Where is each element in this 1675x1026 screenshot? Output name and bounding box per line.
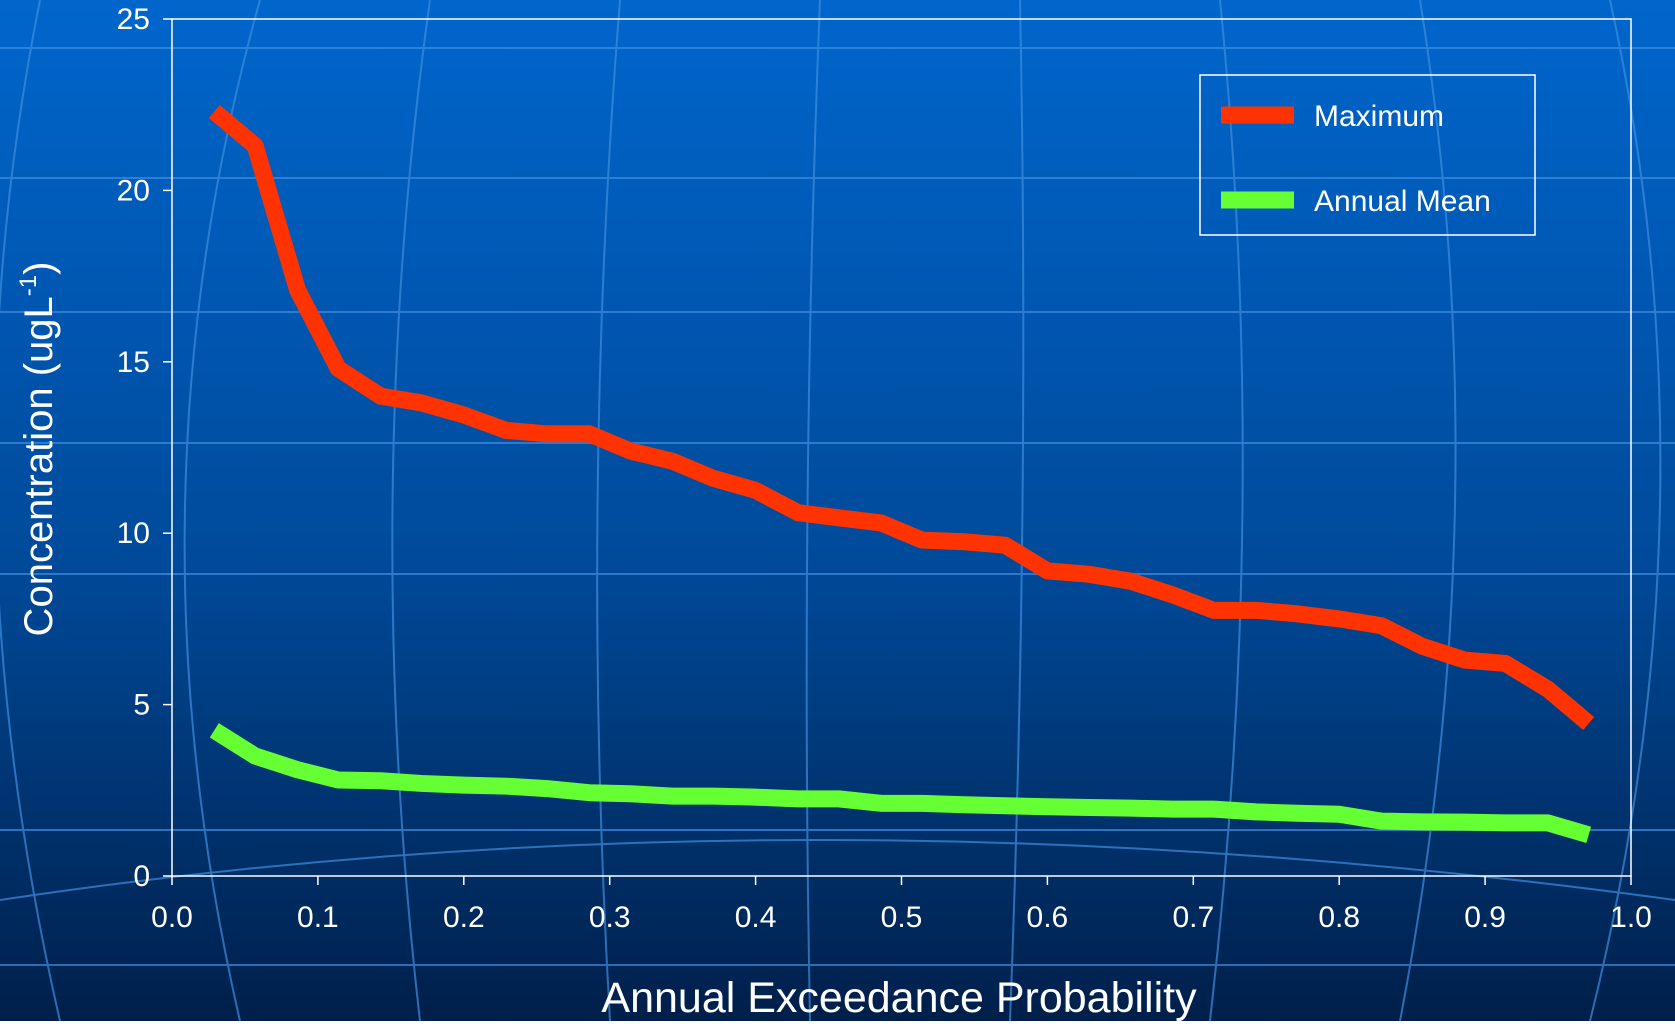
y-tick-label: 20 — [117, 174, 150, 207]
legend-label: Annual Mean — [1314, 185, 1491, 218]
x-tick-label: 0.5 — [881, 901, 923, 934]
y-axis-label: Concentration (ugL-1) — [15, 262, 61, 637]
y-tick-label: 15 — [117, 346, 150, 379]
y-axis-label-superscript: -1 — [15, 275, 42, 296]
y-tick-label: 5 — [133, 689, 150, 722]
data-line — [209, 723, 1592, 844]
x-axis-label: Annual Exceedance Probability — [601, 974, 1197, 1021]
y-tick-label: 25 — [117, 3, 150, 36]
x-tick-label: 0.1 — [297, 901, 339, 934]
x-tick-label: 0.9 — [1464, 901, 1506, 934]
x-tick-label: 0.0 — [151, 901, 193, 934]
legend: Maximum Annual Mean — [1199, 74, 1536, 236]
legend-label: Maximum — [1314, 100, 1444, 133]
y-axis-label-suffix: ) — [17, 262, 61, 275]
y-tick-label: 10 — [117, 517, 150, 550]
y-axis-label-text: Concentration (ugL — [17, 296, 61, 636]
y-tick-label: 0 — [133, 860, 150, 893]
x-tick-label: 0.8 — [1318, 901, 1360, 934]
x-tick-label: 0.6 — [1027, 901, 1069, 934]
x-tick-label: 0.4 — [735, 901, 777, 934]
data-line — [208, 105, 1595, 730]
x-tick-label: 0.2 — [443, 901, 485, 934]
x-tick-label: 0.7 — [1172, 901, 1214, 934]
x-tick-label: 1.0 — [1610, 901, 1652, 934]
legend-box — [1199, 74, 1536, 236]
x-tick-label: 0.3 — [589, 901, 631, 934]
